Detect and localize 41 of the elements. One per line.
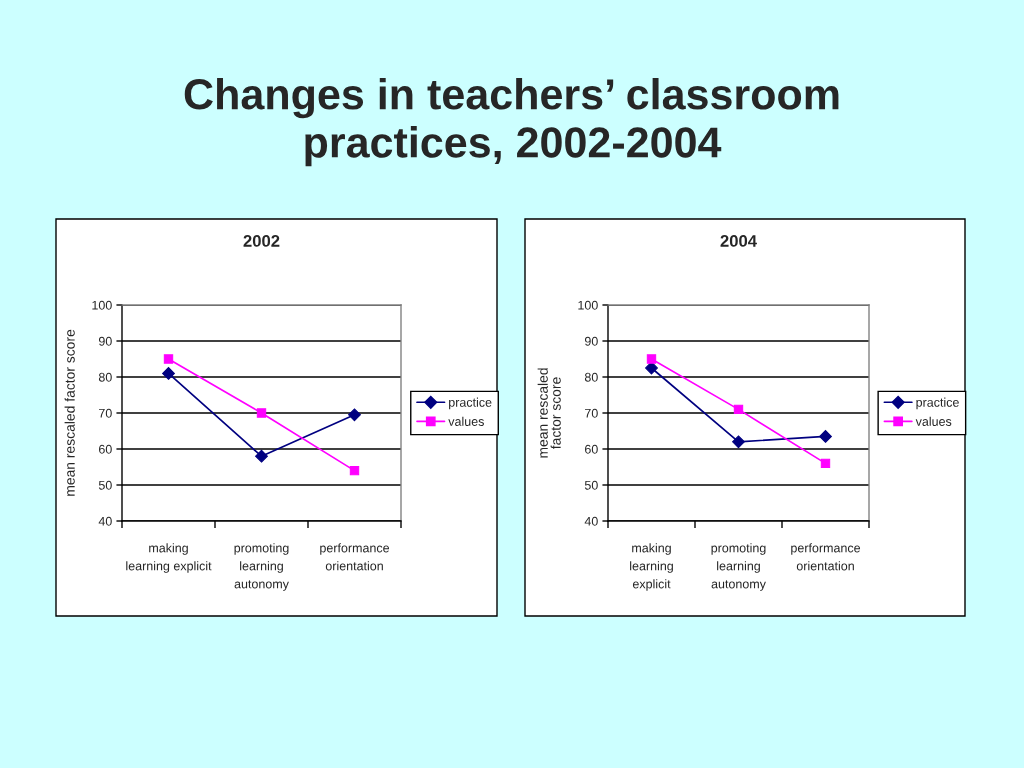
- legend-label: practice: [916, 397, 959, 410]
- y-tick-label: 90: [584, 336, 598, 346]
- point: [820, 458, 831, 469]
- y-tick-label: 90: [98, 336, 112, 346]
- y-axis-title: mean rescaled factor score: [537, 368, 561, 458]
- y-tick-label: 50: [584, 480, 598, 490]
- y-tick-label: 50: [98, 480, 112, 490]
- point: [255, 449, 268, 463]
- x-tick-label: performance orientation: [791, 543, 861, 571]
- point: [819, 429, 832, 443]
- x-tick-label: performance orientation: [320, 543, 390, 571]
- point: [348, 408, 361, 422]
- legend-label: practice: [449, 397, 492, 410]
- y-tick-label: 100: [578, 300, 598, 310]
- point: [256, 408, 267, 418]
- y-tick-label: 60: [585, 444, 598, 454]
- point: [163, 354, 174, 364]
- y-tick-label: 40: [98, 516, 112, 526]
- x-tick-label: promoting learning autonomy: [711, 543, 766, 591]
- y-tick-label: 70: [99, 408, 112, 418]
- chart-title: 2002: [243, 235, 280, 247]
- x-tick-label: promoting learning autonomy: [234, 543, 289, 591]
- point: [646, 354, 657, 364]
- x-tick-label: making learning explicit: [126, 543, 212, 573]
- legend-label: values: [448, 416, 484, 426]
- point: [162, 366, 175, 380]
- text: Changes in teachers’ classroom practices, 2002-2004: [184, 77, 839, 167]
- y-tick-label: 60: [99, 444, 112, 454]
- point: [349, 465, 360, 476]
- point: [733, 404, 744, 415]
- y-tick-label: 100: [92, 300, 112, 310]
- y-axis-title: mean rescaled factor score: [64, 329, 75, 496]
- y-tick-label: 40: [584, 516, 598, 526]
- legend-label: values: [915, 416, 952, 426]
- y-tick-label: 70: [585, 408, 598, 418]
- y-tick-label: 80: [98, 372, 112, 382]
- chart-title: 2004: [720, 235, 757, 247]
- y-tick-label: 80: [584, 372, 598, 382]
- point: [732, 435, 745, 449]
- x-tick-label: making learning explicit: [630, 543, 673, 591]
- point: [645, 361, 658, 375]
